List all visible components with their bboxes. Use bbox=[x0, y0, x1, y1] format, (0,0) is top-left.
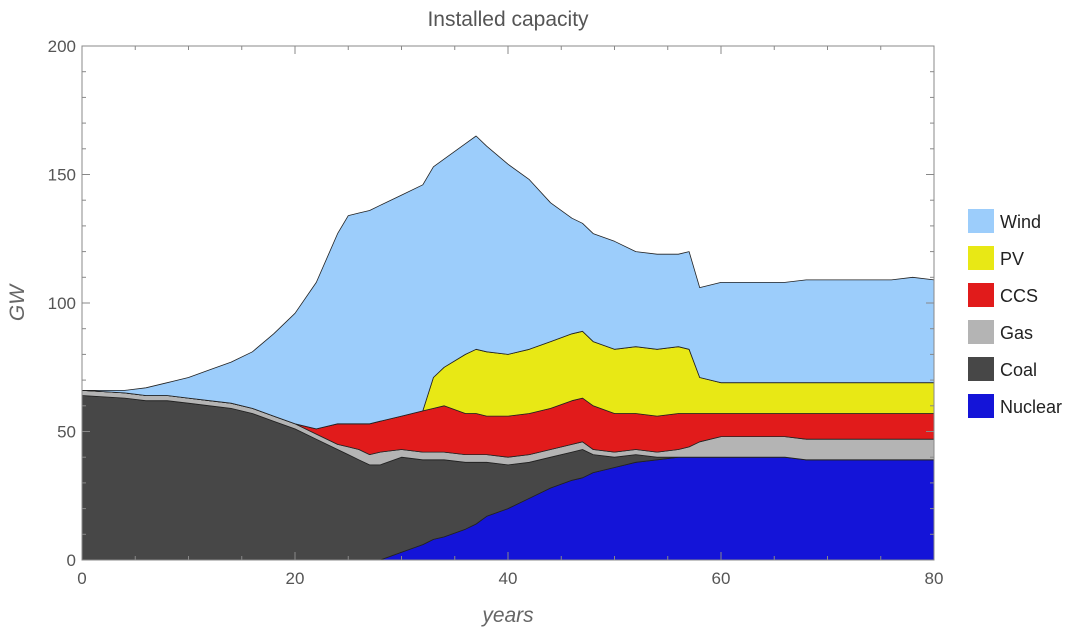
legend: Wind PV CCS Gas Coal Nuclear bbox=[968, 209, 1062, 418]
y-tick-label: 150 bbox=[48, 166, 76, 185]
legend-swatch-gas bbox=[968, 320, 994, 344]
x-axis-ticks: 0 20 40 60 80 bbox=[77, 46, 943, 588]
y-axis-ticks: 0 50 100 150 200 bbox=[48, 37, 934, 570]
legend-label-pv: PV bbox=[1000, 249, 1024, 269]
legend-swatch-nuclear bbox=[968, 394, 994, 418]
x-tick-label: 0 bbox=[77, 569, 86, 588]
y-axis-label: GW bbox=[6, 283, 29, 321]
legend-label-nuclear: Nuclear bbox=[1000, 397, 1062, 417]
y-tick-label: 200 bbox=[48, 37, 76, 56]
legend-label-wind: Wind bbox=[1000, 212, 1041, 232]
x-tick-label: 80 bbox=[925, 569, 944, 588]
y-tick-label: 50 bbox=[57, 423, 76, 442]
legend-swatch-coal bbox=[968, 357, 994, 381]
legend-swatch-wind bbox=[968, 209, 994, 233]
y-tick-label: 100 bbox=[48, 294, 76, 313]
legend-swatch-ccs bbox=[968, 283, 994, 307]
chart-title: Installed capacity bbox=[427, 8, 589, 31]
legend-swatch-pv bbox=[968, 246, 994, 270]
y-tick-label: 0 bbox=[67, 551, 76, 570]
legend-label-ccs: CCS bbox=[1000, 286, 1038, 306]
stacked-areas bbox=[81, 135, 935, 561]
legend-label-coal: Coal bbox=[1000, 360, 1037, 380]
x-axis-label: years bbox=[480, 604, 534, 627]
x-tick-label: 40 bbox=[499, 569, 518, 588]
x-tick-label: 60 bbox=[712, 569, 731, 588]
x-tick-label: 20 bbox=[286, 569, 305, 588]
legend-label-gas: Gas bbox=[1000, 323, 1033, 343]
